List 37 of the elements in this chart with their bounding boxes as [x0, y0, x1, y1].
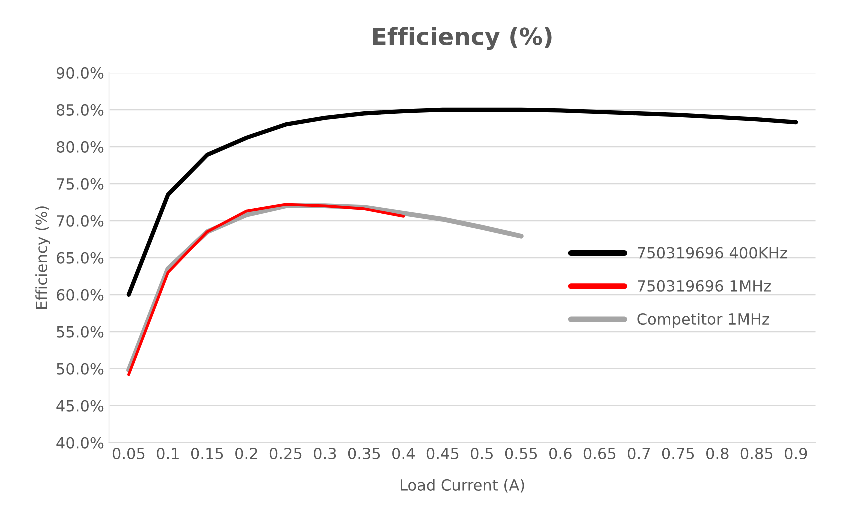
- y-tick-label: 90.0%: [56, 67, 104, 79]
- x-tick-label: 0.5: [471, 448, 493, 460]
- x-tick-label: 0.65: [584, 448, 616, 460]
- legend-label: 750319696 1MHz: [638, 280, 771, 292]
- x-tick-label: 0.45: [426, 448, 459, 460]
- y-tick-label: 50.0%: [57, 363, 104, 375]
- x-tick-label: 0.3: [314, 448, 336, 460]
- x-tick-label: 0.05: [112, 448, 145, 460]
- x-tick-label: 0.25: [270, 448, 302, 460]
- x-tick-label: 0.6: [550, 448, 572, 460]
- y-axis-title: Efficiency (%): [36, 206, 50, 309]
- y-tick-label: 70.0%: [57, 215, 104, 227]
- x-tick-label: 0.85: [740, 448, 773, 460]
- x-tick-label: 0.1: [157, 448, 179, 460]
- x-tick-label: 0.7: [628, 448, 650, 460]
- y-tick-label: 60.0%: [57, 289, 104, 301]
- x-tick-label: 0.4: [392, 448, 415, 460]
- x-tick-label: 0.35: [348, 448, 380, 460]
- x-tick-label: 0.2: [236, 448, 258, 460]
- y-tick-label: 40.0%: [56, 437, 104, 449]
- line-series: [126, 108, 798, 297]
- legend-label: 750319696 400KHz: [638, 247, 788, 259]
- y-tick-label: 55.0%: [57, 326, 104, 338]
- legend-label: Competitor 1MHz: [638, 313, 770, 328]
- y-tick-label: 65.0%: [57, 252, 104, 264]
- x-tick-label: 0.55: [505, 448, 538, 460]
- y-tick-label: 45.0%: [56, 400, 104, 412]
- x-tick-label: 0.75: [662, 448, 694, 460]
- line-series: [128, 203, 406, 376]
- x-axis-title: Load Current (A): [400, 479, 524, 493]
- y-tick-label: 85.0%: [56, 104, 104, 116]
- y-tick-label: 75.0%: [57, 178, 104, 190]
- x-tick-label: 0.15: [191, 448, 224, 460]
- chart-title: Efficiency (%): [373, 27, 552, 50]
- x-tick-label: 0.9: [785, 448, 808, 460]
- y-tick-label: 80.0%: [56, 141, 104, 153]
- x-tick-label: 0.8: [706, 448, 729, 460]
